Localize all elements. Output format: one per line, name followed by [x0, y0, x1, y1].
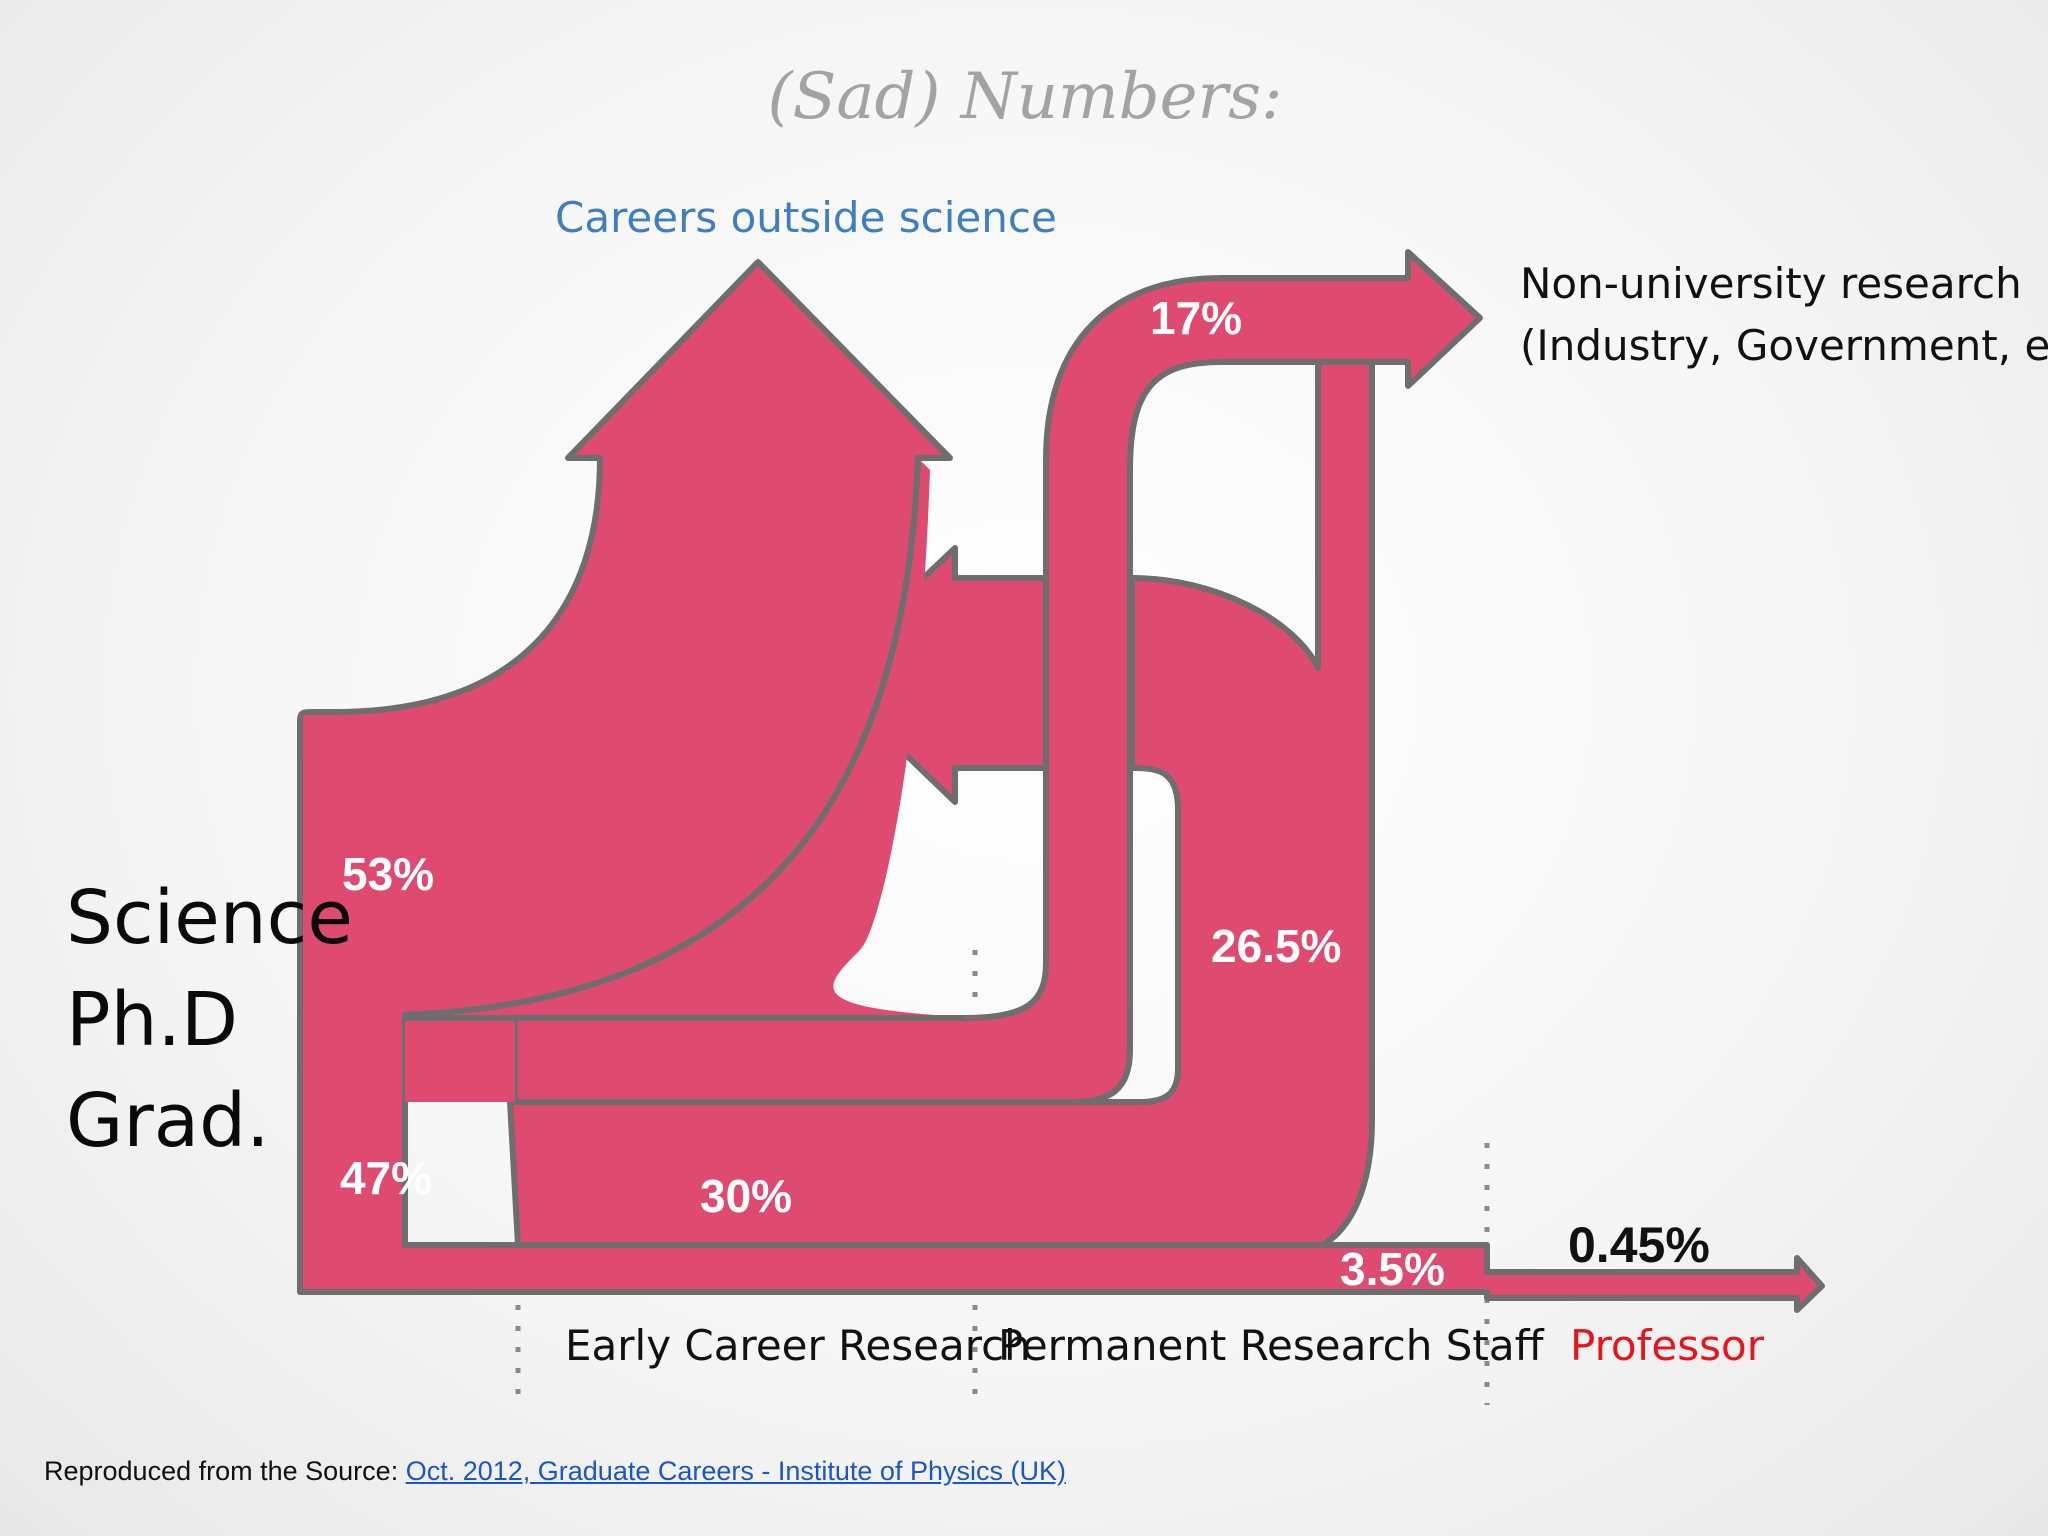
pct-continue-research: 47% — [340, 1152, 432, 1204]
origin-label-line1: Science — [66, 875, 353, 961]
pct-non-university: 17% — [1150, 292, 1242, 344]
pct-outside-science: 53% — [342, 848, 434, 900]
origin-label-line2: Ph.D — [66, 977, 238, 1063]
source-citation: Reproduced from the Source: Oct. 2012, G… — [44, 1456, 1066, 1487]
stage-label-permanent-staff: Permanent Research Staff — [998, 1321, 1545, 1370]
stage-label-early-career: Early Career Research — [565, 1321, 1031, 1370]
origin-label-line3: Grad. — [66, 1078, 270, 1164]
pct-permanent-exit: 26.5% — [1211, 920, 1341, 972]
pct-early-to-permanent: 30% — [700, 1170, 792, 1222]
non-university-label-line1: Non-university research — [1520, 259, 2022, 308]
page-title: (Sad) Numbers: — [768, 60, 1283, 134]
careers-outside-science-label: Careers outside science — [555, 193, 1057, 242]
stage-label-professor: Professor — [1570, 1321, 1765, 1370]
flow-early-to-industry — [512, 249, 1483, 1105]
flow-gap — [405, 458, 990, 1102]
flow-outside-edge — [404, 457, 921, 1018]
pct-professor: 0.45% — [1568, 1217, 1710, 1273]
source-link[interactable]: Oct. 2012, Graduate Careers - Institute … — [405, 1456, 1066, 1486]
flow-permanent-to-industry — [507, 332, 1398, 1253]
source-prefix: Reproduced from the Source: — [44, 1456, 406, 1486]
pct-permanent-continue: 3.5% — [1340, 1243, 1445, 1295]
non-university-label-line2: (Industry, Government, etc.) — [1520, 321, 2048, 370]
